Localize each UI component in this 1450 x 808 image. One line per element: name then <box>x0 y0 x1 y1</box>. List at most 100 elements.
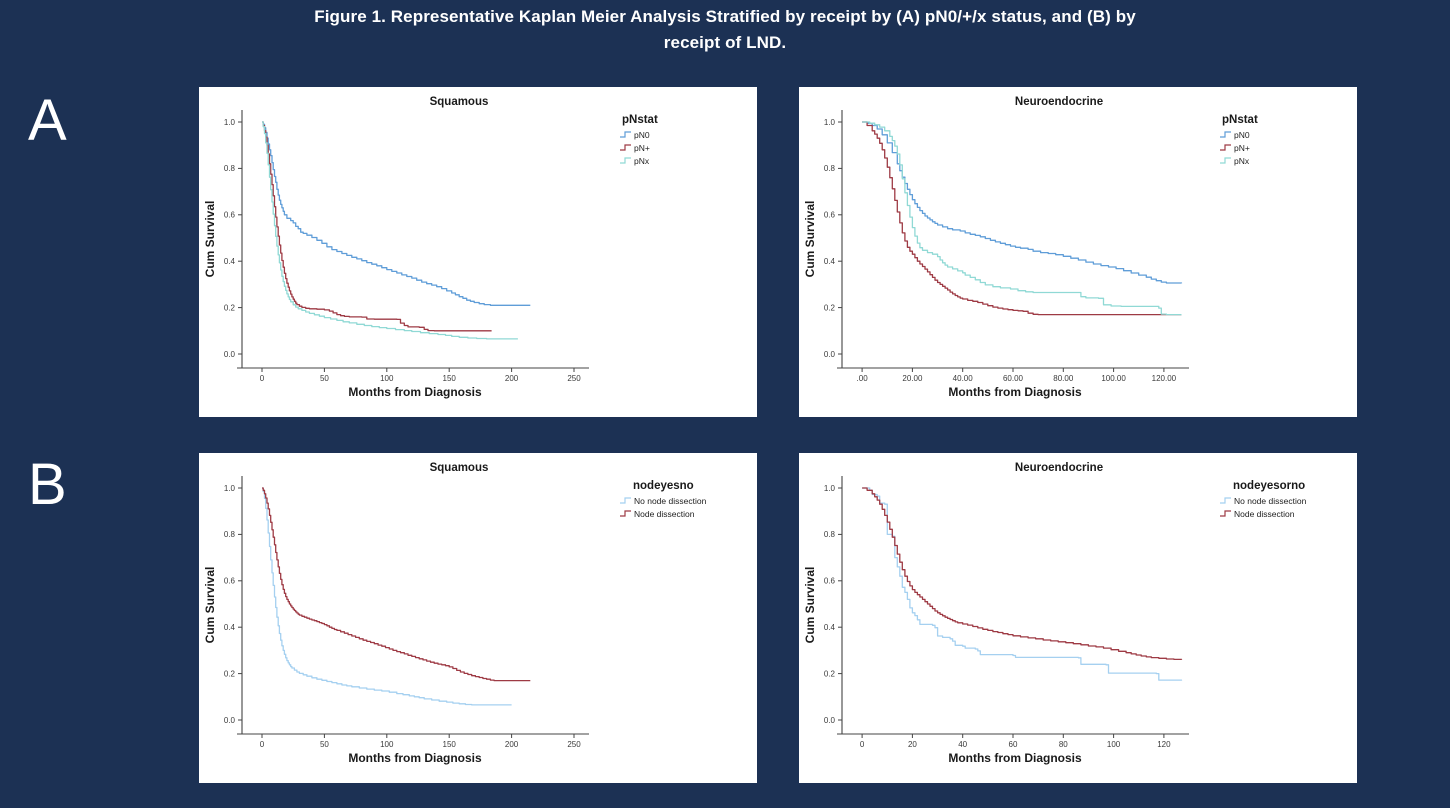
chart-card-squamous-lnd: Squamous 0.0 0.2 0.4 0.6 0.8 1.0 0 50 100 150 200 25… <box>199 453 757 783</box>
figure-title-line2: receipt of LND. <box>663 33 787 53</box>
chart-title: Neuroendocrine <box>1015 462 1103 474</box>
y-tick-label: 0.8 <box>824 530 836 539</box>
legend-label: Node dissection <box>634 509 695 519</box>
x-tick-label: 50 <box>320 374 329 383</box>
y-axis-label: Cum Survival <box>803 201 817 278</box>
y-tick-label: 0.8 <box>224 530 236 539</box>
y-tick-label: 1.0 <box>824 484 836 493</box>
x-tick-label: 20 <box>908 740 917 749</box>
legend-swatch-pnx <box>1220 157 1231 164</box>
x-tick-label: 100 <box>380 374 394 383</box>
kaplan-meier-chart-neuroendocrine-lnd: Neuroendocrine 0.0 0.2 0.4 0.6 0.8 1.0 0 20 40 60 8… <box>803 462 1307 765</box>
y-tick-label: 1.0 <box>824 118 836 127</box>
chart-card-squamous-pnstat: Squamous 0.0 0.2 0.4 0.6 0.8 1.0 0 50 100 150 200 25… <box>199 87 757 417</box>
kaplan-meier-chart-neuroendocrine-pnstat: Neuroendocrine 0.0 0.2 0.4 0.6 0.8 1.0 .00 20.00… <box>803 96 1258 399</box>
x-tick-label: 40.00 <box>953 374 974 383</box>
x-tick-label: 80.00 <box>1053 374 1074 383</box>
x-axis-label: Months from Diagnosis <box>348 385 482 399</box>
legend-swatch-no-node-dissection <box>620 497 631 504</box>
y-tick-label: 0.4 <box>224 623 236 632</box>
y-tick-label: 0.8 <box>224 164 236 173</box>
figure-title-line1: Figure 1. Representative Kaplan Meier An… <box>314 7 1136 26</box>
km-curve-pn- <box>262 121 492 332</box>
legend-swatch-pn0 <box>1220 131 1231 138</box>
x-tick-label: 100 <box>1107 740 1121 749</box>
x-tick-label: 40 <box>958 740 967 749</box>
y-tick-label: 0.6 <box>824 577 836 586</box>
legend-label: pNx <box>1234 156 1250 166</box>
y-tick-label: 0.2 <box>224 303 236 312</box>
km-curve-pnx <box>862 121 1182 316</box>
kaplan-meier-chart-squamous-pnstat: Squamous 0.0 0.2 0.4 0.6 0.8 1.0 0 50 100 150 200 25… <box>203 96 658 399</box>
y-tick-label: 0.4 <box>824 623 836 632</box>
panel-label-b: B <box>28 452 67 517</box>
y-tick-label: 1.0 <box>224 484 236 493</box>
x-tick-label: 150 <box>443 374 457 383</box>
km-curve-pn0 <box>862 121 1183 284</box>
x-tick-label: 60 <box>1009 740 1018 749</box>
x-tick-label: 200 <box>505 374 519 383</box>
legend-label: pN0 <box>1234 130 1250 140</box>
y-tick-label: 0.2 <box>824 669 836 678</box>
y-tick-label: 0.6 <box>224 577 236 586</box>
chart-title: Squamous <box>430 96 489 108</box>
km-curve-pnx <box>262 121 518 340</box>
x-tick-label: 100.00 <box>1101 374 1126 383</box>
km-curve-no-node-dissection <box>262 487 512 706</box>
legend-title: nodeyesno <box>633 480 694 492</box>
legend-swatch-pnx <box>620 157 631 164</box>
y-tick-label: 0.2 <box>224 669 236 678</box>
x-tick-label: 0 <box>260 740 265 749</box>
km-curve-node-dissection <box>262 487 531 682</box>
x-tick-label: 60.00 <box>1003 374 1024 383</box>
y-tick-label: 0.0 <box>824 350 836 359</box>
x-tick-label: 0 <box>860 740 865 749</box>
x-tick-label: 50 <box>320 740 329 749</box>
x-tick-label: 150 <box>443 740 457 749</box>
axis-lines <box>237 476 589 735</box>
chart-card-neuroendocrine-pnstat: Neuroendocrine 0.0 0.2 0.4 0.6 0.8 1.0 .00 20.00… <box>799 87 1357 417</box>
y-tick-label: 0.0 <box>824 716 836 725</box>
y-tick-label: 0.2 <box>824 303 836 312</box>
legend-label: No node dissection <box>634 496 707 506</box>
figure-title: Figure 1. Representative Kaplan Meier An… <box>0 4 1450 57</box>
km-curve-pn- <box>862 121 1182 316</box>
kaplan-meier-chart-squamous-lnd: Squamous 0.0 0.2 0.4 0.6 0.8 1.0 0 50 100 150 200 25… <box>203 462 707 765</box>
axis-lines <box>237 110 589 369</box>
legend-label: pN0 <box>634 130 650 140</box>
chart-card-neuroendocrine-lnd: Neuroendocrine 0.0 0.2 0.4 0.6 0.8 1.0 0 20 40 60 8… <box>799 453 1357 783</box>
axis-lines <box>837 110 1189 369</box>
y-axis-label: Cum Survival <box>203 567 217 644</box>
panel-label-a: A <box>28 88 67 153</box>
y-tick-label: 1.0 <box>224 118 236 127</box>
x-axis-label: Months from Diagnosis <box>948 751 1082 765</box>
legend-label: No node dissection <box>1234 496 1307 506</box>
x-tick-label: 200 <box>505 740 519 749</box>
km-curve-pn0 <box>262 121 531 306</box>
axis-lines <box>837 476 1189 735</box>
x-axis-label: Months from Diagnosis <box>948 385 1082 399</box>
x-tick-label: 80 <box>1059 740 1068 749</box>
legend-swatch-node-dissection <box>1220 510 1231 517</box>
y-axis-label: Cum Survival <box>203 201 217 278</box>
x-tick-label: 120 <box>1157 740 1171 749</box>
y-tick-label: 0.8 <box>824 164 836 173</box>
legend-swatch-pn- <box>620 144 631 151</box>
x-tick-label: 0 <box>260 374 265 383</box>
chart-title: Neuroendocrine <box>1015 96 1103 108</box>
legend-title: nodeyesorno <box>1233 480 1305 492</box>
x-tick-label: 20.00 <box>902 374 923 383</box>
x-axis-label: Months from Diagnosis <box>348 751 482 765</box>
x-tick-label: 250 <box>567 740 581 749</box>
legend-title: pNstat <box>622 114 658 126</box>
legend-title: pNstat <box>1222 114 1258 126</box>
km-curve-node-dissection <box>862 487 1183 661</box>
y-tick-label: 0.4 <box>824 257 836 266</box>
y-tick-label: 0.0 <box>224 350 236 359</box>
legend-label: pNx <box>634 156 650 166</box>
legend-swatch-pn0 <box>620 131 631 138</box>
y-tick-label: 0.6 <box>824 211 836 220</box>
legend-swatch-pn- <box>1220 144 1231 151</box>
y-tick-label: 0.4 <box>224 257 236 266</box>
